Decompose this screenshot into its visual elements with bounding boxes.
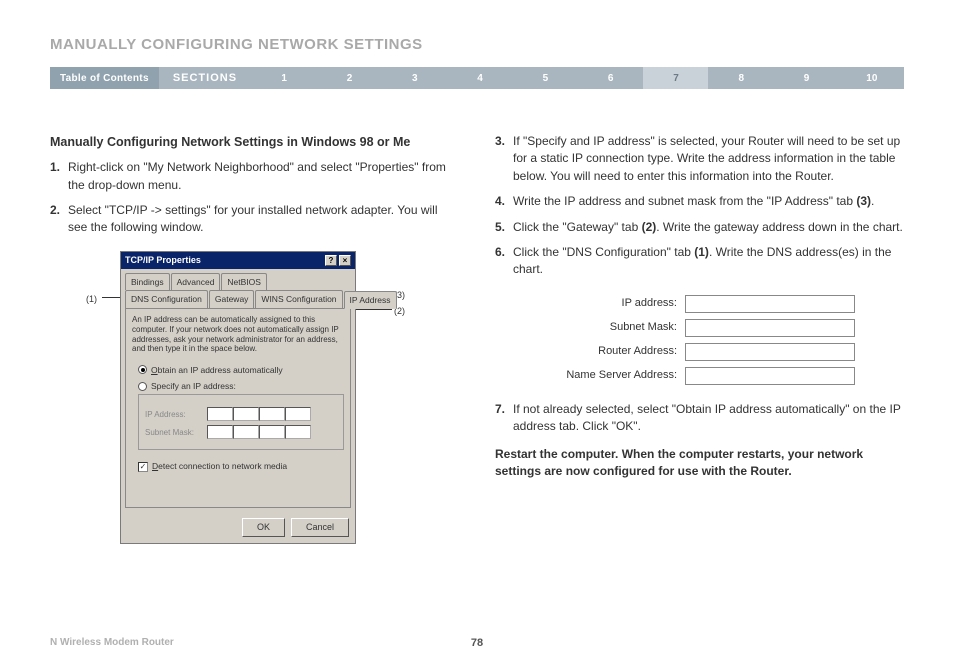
tab-panel-ip-address: An IP address can be automatically assig… bbox=[125, 308, 351, 508]
step-5: 5.Click the "Gateway" tab (2). Write the… bbox=[495, 219, 904, 236]
address-row: Name Server Address: bbox=[555, 367, 904, 385]
nav-section-5[interactable]: 5 bbox=[512, 67, 577, 89]
step-1: 1. Right-click on "My Network Neighborho… bbox=[50, 159, 459, 194]
nav-sections-label: SECTIONS bbox=[159, 67, 251, 89]
close-icon[interactable]: × bbox=[339, 255, 351, 266]
step-text: Select "TCP/IP -> settings" for your ins… bbox=[68, 202, 459, 237]
tab-gateway[interactable]: Gateway bbox=[209, 290, 255, 308]
step-7: 7.If not already selected, select "Obtai… bbox=[495, 401, 904, 436]
step-text: If not already selected, select "Obtain … bbox=[513, 401, 904, 436]
nav-section-9[interactable]: 9 bbox=[773, 67, 838, 89]
right-column: 3.If "Specify and IP address" is selecte… bbox=[495, 133, 904, 544]
tab-ip-address[interactable]: IP Address bbox=[344, 291, 397, 309]
step-number: 1. bbox=[50, 159, 68, 194]
address-label: IP address: bbox=[555, 296, 685, 312]
step-text: Right-click on "My Network Neighborhood"… bbox=[68, 159, 459, 194]
tcpip-dialog-figure: (1) (3) (2) TCP/IP Properties ? × Bindin… bbox=[90, 251, 420, 545]
callout-1: (1) bbox=[86, 293, 97, 306]
step-6: 6.Click the "DNS Configuration" tab (1).… bbox=[495, 244, 904, 279]
nav-section-7[interactable]: 7 bbox=[643, 67, 708, 89]
dialog-info-text: An IP address can be automatically assig… bbox=[132, 315, 344, 353]
step-3: 3.If "Specify and IP address" is selecte… bbox=[495, 133, 904, 185]
address-input[interactable] bbox=[685, 343, 855, 361]
checkbox-label: Detect connection to network media bbox=[152, 460, 287, 472]
tab-wins-configuration[interactable]: WINS Configuration bbox=[255, 290, 342, 308]
ok-button[interactable]: OK bbox=[242, 518, 285, 537]
address-row: IP address: bbox=[555, 295, 904, 313]
tab-dns-configuration[interactable]: DNS Configuration bbox=[125, 290, 208, 308]
nav-section-2[interactable]: 2 bbox=[316, 67, 381, 89]
detect-connection-checkbox[interactable]: ✓ Detect connection to network media bbox=[138, 460, 344, 472]
help-icon[interactable]: ? bbox=[325, 255, 337, 266]
step-2: 2. Select "TCP/IP -> settings" for your … bbox=[50, 202, 459, 237]
page-number: 78 bbox=[471, 637, 483, 649]
nav-section-1[interactable]: 1 bbox=[251, 67, 316, 89]
address-input[interactable] bbox=[685, 295, 855, 313]
ip-address-label: IP Address: bbox=[145, 409, 201, 421]
left-column: Manually Configuring Network Settings in… bbox=[50, 133, 459, 544]
nav-section-6[interactable]: 6 bbox=[578, 67, 643, 89]
tab-netbios[interactable]: NetBIOS bbox=[221, 273, 267, 290]
nav-section-10[interactable]: 10 bbox=[839, 67, 904, 89]
nav-section-3[interactable]: 3 bbox=[382, 67, 447, 89]
cancel-button[interactable]: Cancel bbox=[291, 518, 349, 537]
step-number: 2. bbox=[50, 202, 68, 237]
page-footer: N Wireless Modem Router 78 bbox=[50, 637, 904, 648]
step-number: 3. bbox=[495, 133, 513, 185]
step-number: 4. bbox=[495, 193, 513, 210]
dialog-titlebar: TCP/IP Properties ? × bbox=[121, 252, 355, 269]
address-label: Router Address: bbox=[555, 344, 685, 360]
nav-toc[interactable]: Table of Contents bbox=[50, 67, 159, 89]
radio-specify[interactable]: Specify an IP address: bbox=[138, 380, 344, 392]
step-number: 7. bbox=[495, 401, 513, 436]
address-table: IP address: Subnet Mask: Router Address: Na… bbox=[555, 295, 904, 385]
page-heading: MANUALLY CONFIGURING NETWORK SETTINGS bbox=[50, 36, 904, 53]
address-input[interactable] bbox=[685, 319, 855, 337]
left-subheading: Manually Configuring Network Settings in… bbox=[50, 133, 459, 151]
step-text: Click the "Gateway" tab (2). Write the g… bbox=[513, 219, 904, 236]
nav-section-4[interactable]: 4 bbox=[447, 67, 512, 89]
radio-icon bbox=[138, 365, 147, 374]
step-number: 5. bbox=[495, 219, 513, 236]
address-label: Subnet Mask: bbox=[555, 320, 685, 336]
step-number: 6. bbox=[495, 244, 513, 279]
radio-obtain-auto[interactable]: Obtain an IP address automatically bbox=[138, 364, 344, 376]
radio-label: Obtain an IP address automatically bbox=[151, 364, 283, 376]
specify-ip-group: IP Address: Subnet Mask: bbox=[138, 394, 344, 450]
tab-bindings[interactable]: Bindings bbox=[125, 273, 170, 290]
section-nav: Table of Contents SECTIONS 12345678910 bbox=[50, 67, 904, 89]
address-row: Router Address: bbox=[555, 343, 904, 361]
address-row: Subnet Mask: bbox=[555, 319, 904, 337]
step-text: Click the "DNS Configuration" tab (1). W… bbox=[513, 244, 904, 279]
tcpip-dialog: TCP/IP Properties ? × BindingsAdvancedNe… bbox=[120, 251, 356, 545]
tab-advanced[interactable]: Advanced bbox=[171, 273, 221, 290]
step-text: Write the IP address and subnet mask fro… bbox=[513, 193, 904, 210]
radio-label: Specify an IP address: bbox=[151, 380, 236, 392]
nav-section-8[interactable]: 8 bbox=[708, 67, 773, 89]
checkbox-icon: ✓ bbox=[138, 462, 148, 472]
step-text: If "Specify and IP address" is selected,… bbox=[513, 133, 904, 185]
footer-product: N Wireless Modem Router bbox=[50, 637, 174, 648]
address-input[interactable] bbox=[685, 367, 855, 385]
address-label: Name Server Address: bbox=[555, 368, 685, 384]
dialog-title: TCP/IP Properties bbox=[125, 254, 201, 267]
subnet-mask-label: Subnet Mask: bbox=[145, 427, 201, 439]
radio-icon bbox=[138, 382, 147, 391]
restart-note: Restart the computer. When the computer … bbox=[495, 446, 904, 481]
step-4: 4.Write the IP address and subnet mask f… bbox=[495, 193, 904, 210]
